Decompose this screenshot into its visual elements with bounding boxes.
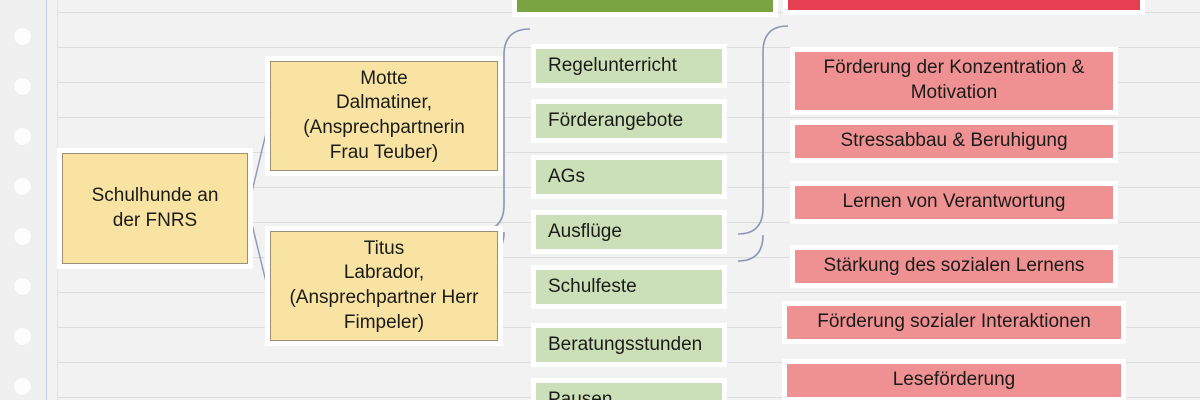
node-einsatz-beratungsstunden[interactable]: Beratungsstunden — [536, 328, 722, 362]
node-einsatz-ags[interactable]: AGs — [536, 160, 722, 194]
node-ziel-verantwortung[interactable]: Lernen von Verantwortung — [795, 186, 1113, 219]
punch-hole — [14, 178, 31, 195]
node-einsatz-foerderangebote[interactable]: Förderangebote — [536, 104, 722, 138]
node-header-einsatz[interactable]: Einsatz der Schulhunde — [517, 0, 773, 12]
node-ziel-stressabbau[interactable]: Stressabbau & Beruhigung — [795, 125, 1113, 158]
node-einsatz-schulfeste[interactable]: Schulfeste — [536, 270, 722, 304]
node-einsatz-pausen[interactable]: Pausen — [536, 383, 722, 400]
punch-hole — [14, 228, 31, 245]
rule-line — [58, 47, 1200, 48]
punch-hole — [14, 78, 31, 95]
punch-hole — [14, 278, 31, 295]
punch-hole — [14, 28, 31, 45]
node-header-ziele[interactable]: Ziele — [788, 0, 1140, 10]
node-dog-motte[interactable]: Motte Dalmatiner, (Ansprechpartnerin Fra… — [270, 61, 498, 171]
node-ziel-konzentration-motivation[interactable]: Förderung der Konzentration & Motivation — [795, 52, 1113, 110]
node-ziel-lesefoerderung[interactable]: Leseförderung — [787, 364, 1121, 397]
node-dog-titus[interactable]: Titus Labrador, (Ansprechpartner Herr Fi… — [270, 231, 498, 341]
node-ziel-soziales-lernen[interactable]: Stärkung des sozialen Lernens — [795, 250, 1113, 283]
punch-hole — [14, 328, 31, 345]
node-ziel-soziale-interaktionen[interactable]: Förderung sozialer Interaktionen — [787, 306, 1121, 339]
rule-line — [58, 327, 1200, 328]
node-einsatz-regelunterricht[interactable]: Regelunterricht — [536, 49, 722, 83]
punch-hole — [14, 128, 31, 145]
punch-hole — [14, 378, 31, 395]
node-einsatz-ausfluege[interactable]: Ausflüge — [536, 215, 722, 249]
rule-line — [58, 12, 1200, 13]
margin-rule-line — [46, 0, 47, 400]
margin-rule-line-secondary — [57, 0, 58, 400]
rule-line — [58, 257, 1200, 258]
node-schulhunde-an-der-fnrs[interactable]: Schulhunde an der FNRS — [62, 153, 248, 264]
rule-line — [58, 152, 1200, 153]
rule-line — [58, 362, 1200, 363]
